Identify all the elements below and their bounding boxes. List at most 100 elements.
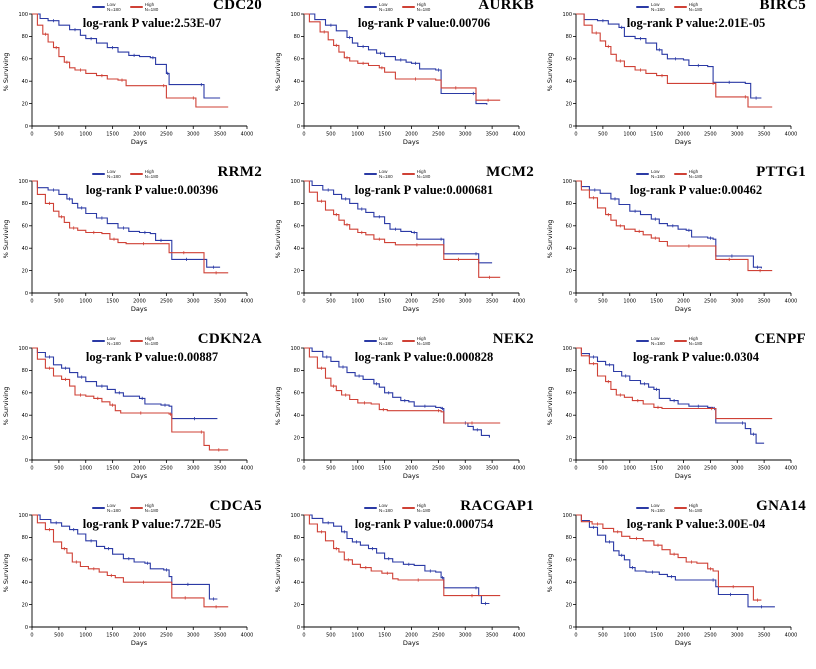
legend-item-low: Low N=180 bbox=[92, 2, 121, 13]
y-tick-label: 40 bbox=[566, 580, 572, 586]
legend-item-high: High N=180 bbox=[129, 169, 158, 180]
y-tick-label: 60 bbox=[566, 224, 572, 230]
high-curve bbox=[304, 514, 501, 597]
legend-item-low: Low N=180 bbox=[92, 169, 121, 180]
x-tick-label: 500 bbox=[598, 299, 608, 305]
y-tick-label: 20 bbox=[22, 268, 28, 274]
legend-group-n: N=180 bbox=[651, 174, 665, 180]
km-panel-racgap1: 0 20 40 60 80 100 0 500 1000 1500 2000 2500 3000 3500… bbox=[272, 498, 544, 668]
gene-title: CENPF bbox=[754, 331, 806, 347]
legend-group-n: N=180 bbox=[144, 341, 159, 347]
x-tick-label: 2500 bbox=[160, 633, 173, 639]
x-tick-label: 500 bbox=[598, 132, 608, 138]
x-tick-label: 3500 bbox=[758, 466, 771, 472]
x-tick-label: 4000 bbox=[513, 633, 526, 639]
y-tick-label: 40 bbox=[22, 246, 28, 252]
x-tick-label: 1000 bbox=[351, 132, 364, 138]
x-tick-label: 3500 bbox=[214, 132, 227, 138]
y-tick-label: 100 bbox=[290, 346, 300, 352]
legend-group-name: Low bbox=[107, 503, 116, 508]
legend-group-name: Low bbox=[379, 169, 388, 174]
high-swatch-icon bbox=[673, 5, 687, 9]
legend-label-high: High N=180 bbox=[689, 503, 703, 514]
y-tick-label: 40 bbox=[22, 580, 28, 586]
gene-title: RRM2 bbox=[217, 164, 262, 180]
x-tick-label: 500 bbox=[326, 466, 336, 472]
low-curve bbox=[576, 514, 775, 608]
low-curve bbox=[304, 13, 488, 105]
legend-group-name: Low bbox=[107, 336, 116, 341]
high-swatch-icon bbox=[401, 339, 415, 343]
high-curve-censor-marks bbox=[321, 366, 473, 425]
high-curve bbox=[576, 514, 762, 601]
km-panel-rrm2: 0 20 40 60 80 100 0 500 1000 1500 2000 2500 3000 3500… bbox=[0, 164, 272, 334]
x-tick-label: 3000 bbox=[187, 132, 200, 138]
high-curve bbox=[576, 347, 773, 420]
pvalue-label: log-rank P value:0.0304 bbox=[632, 350, 760, 364]
y-tick-label: 20 bbox=[566, 101, 572, 107]
high-swatch-icon bbox=[401, 172, 415, 176]
high-swatch-icon bbox=[129, 506, 143, 510]
x-tick-label: 500 bbox=[326, 299, 336, 305]
low-swatch-icon bbox=[92, 5, 105, 9]
legend: Low N=180 High N=180 bbox=[92, 503, 158, 514]
legend-label-low: Low N=180 bbox=[107, 336, 121, 347]
legend-group-n: N=180 bbox=[651, 341, 665, 347]
legend-group-name: High bbox=[144, 336, 155, 341]
legend-label-high: High N=180 bbox=[417, 2, 431, 13]
x-tick-label: 0 bbox=[30, 299, 33, 305]
legend-label-high: High N=180 bbox=[417, 336, 431, 347]
y-axis-label: % Surviving bbox=[2, 554, 10, 593]
high-curve-censor-marks bbox=[593, 362, 713, 411]
legend-item-low: Low N=180 bbox=[636, 169, 665, 180]
low-curve-censor-marks bbox=[53, 19, 202, 87]
high-curve-censor-marks bbox=[321, 530, 473, 598]
y-tick-label: 0 bbox=[25, 291, 28, 297]
high-curve-censor-marks bbox=[49, 528, 217, 609]
legend-group-name: Low bbox=[379, 2, 388, 7]
x-tick-label: 1500 bbox=[650, 299, 663, 305]
low-swatch-icon bbox=[364, 339, 377, 343]
y-axis-label: % Surviving bbox=[546, 220, 554, 259]
legend-group-n: N=180 bbox=[688, 341, 703, 347]
legend: Low N=180 High N=180 bbox=[364, 2, 430, 13]
legend-item-high: High N=180 bbox=[129, 503, 158, 514]
y-tick-label: 80 bbox=[22, 535, 28, 541]
y-tick-label: 60 bbox=[22, 57, 28, 63]
legend-group-name: High bbox=[416, 169, 427, 174]
legend-item-low: Low N=180 bbox=[92, 503, 121, 514]
y-tick-label: 20 bbox=[22, 101, 28, 107]
legend-item-high: High N=180 bbox=[673, 169, 702, 180]
legend-label-low: Low N=180 bbox=[651, 503, 665, 514]
y-tick-label: 100 bbox=[290, 12, 300, 18]
y-tick-label: 40 bbox=[294, 246, 300, 252]
x-tick-label: 3000 bbox=[187, 633, 200, 639]
legend-group-name: Low bbox=[651, 169, 660, 174]
x-tick-label: 4000 bbox=[241, 633, 254, 639]
x-tick-label: 3500 bbox=[486, 633, 499, 639]
y-tick-label: 20 bbox=[566, 435, 572, 441]
x-tick-label: 2500 bbox=[432, 633, 445, 639]
legend-label-low: Low N=180 bbox=[379, 2, 393, 13]
legend: Low N=180 High N=180 bbox=[636, 336, 702, 347]
y-tick-label: 60 bbox=[294, 224, 300, 230]
legend: Low N=180 High N=180 bbox=[364, 169, 430, 180]
x-tick-label: 2000 bbox=[133, 299, 146, 305]
high-curve bbox=[32, 180, 229, 274]
legend-group-name: High bbox=[416, 336, 427, 341]
pvalue-label: log-rank P value:0.000681 bbox=[354, 183, 494, 197]
pvalue-label: log-rank P value:0.000828 bbox=[354, 350, 494, 364]
low-swatch-icon bbox=[636, 506, 649, 510]
y-tick-label: 20 bbox=[566, 268, 572, 274]
legend-item-low: Low N=180 bbox=[364, 336, 393, 347]
low-curve-censor-marks bbox=[594, 188, 758, 269]
x-tick-label: 3000 bbox=[731, 132, 744, 138]
x-tick-label: 3000 bbox=[731, 299, 744, 305]
legend-item-high: High N=180 bbox=[129, 2, 158, 13]
y-axis-label: % Surviving bbox=[546, 387, 554, 426]
legend-label-low: Low N=180 bbox=[651, 336, 665, 347]
km-panel-cdc20: 0 20 40 60 80 100 0 500 1000 1500 2000 2500 3000 3500… bbox=[0, 0, 272, 167]
